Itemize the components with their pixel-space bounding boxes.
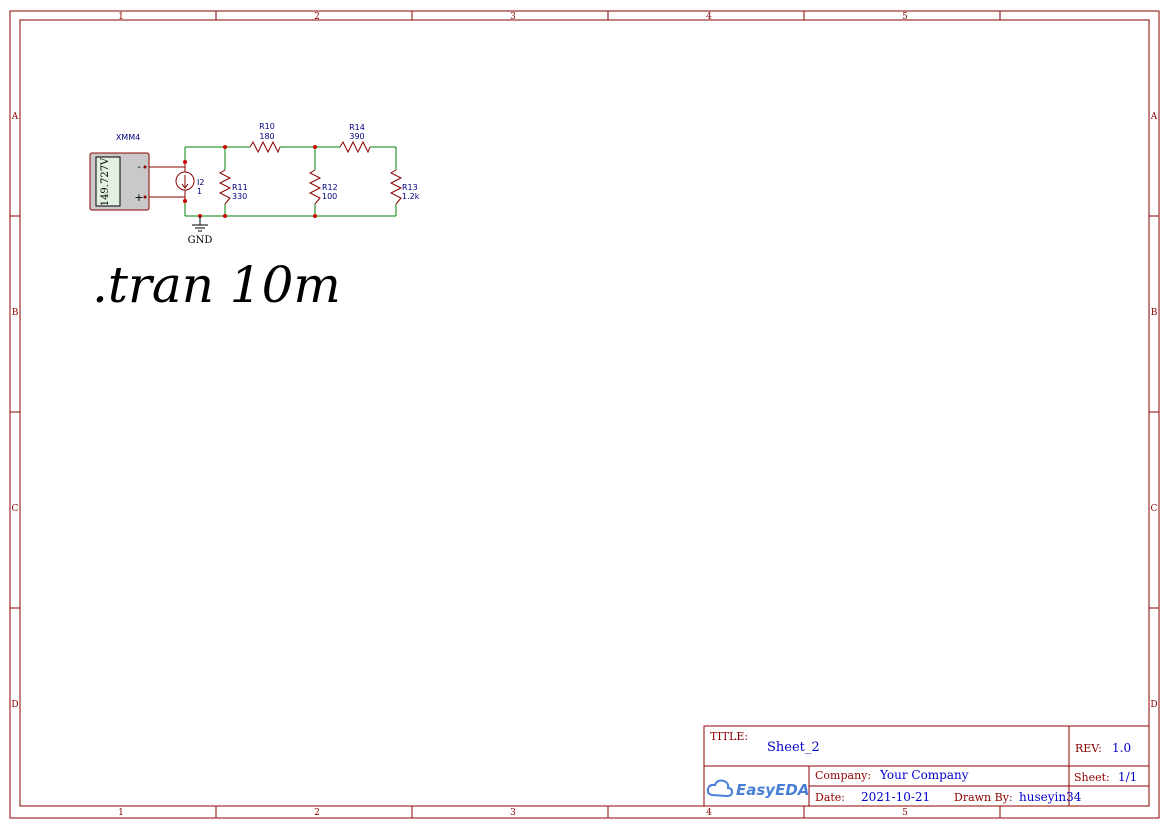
row-label-left-b: B	[12, 308, 19, 318]
r13-value: 1.2k	[402, 192, 420, 201]
row-label-left-d: D	[11, 700, 18, 710]
column-label-bottom-4: 4	[706, 808, 712, 818]
drawn-by-value[interactable]: huseyin34	[1019, 790, 1082, 804]
ground-icon[interactable]	[192, 216, 208, 232]
meter-name[interactable]: XMM4	[116, 133, 140, 142]
r11-value: 330	[232, 192, 247, 201]
sheet-title[interactable]: Sheet_2	[767, 740, 820, 755]
drawn-by-label: Drawn By:	[954, 791, 1013, 804]
column-ticks	[10, 11, 1159, 818]
resistor-r14[interactable]	[339, 140, 371, 154]
multimeter[interactable]	[89, 152, 185, 211]
column-label-bottom-2: 2	[314, 808, 320, 818]
i2-value: 1	[197, 187, 202, 196]
column-label-top-4: 4	[706, 12, 712, 22]
meter-minus-sign: -	[137, 162, 141, 173]
resistor-r13[interactable]	[389, 169, 403, 205]
spice-directive[interactable]: .tran 10m	[92, 256, 341, 314]
company-value[interactable]: Your Company	[879, 768, 969, 782]
r12-name: R12	[322, 183, 338, 192]
column-label-bottom-5: 5	[902, 808, 908, 818]
logo-text: EasyEDA	[736, 781, 809, 799]
column-label-top-1: 1	[118, 12, 124, 22]
title-block-frame	[703, 725, 1150, 807]
outer-frame	[9, 10, 1160, 819]
row-label-right-c: C	[1151, 504, 1158, 514]
rev-label: REV:	[1075, 742, 1102, 755]
r10-name: R10	[259, 122, 275, 131]
r13-name: R13	[402, 183, 418, 192]
i2-name: I2	[197, 178, 204, 187]
row-label-right-a: A	[1150, 112, 1158, 122]
column-label-bottom-1: 1	[118, 808, 124, 818]
junction-dots	[183, 145, 317, 218]
sheet-value[interactable]: 1/1	[1118, 770, 1137, 784]
column-label-top-2: 2	[314, 12, 320, 22]
row-label-left-c: C	[12, 504, 19, 514]
r14-value: 390	[349, 132, 364, 141]
r11-name: R11	[232, 183, 248, 192]
current-source-i2[interactable]	[175, 162, 195, 201]
date-value[interactable]: 2021-10-21	[861, 790, 930, 804]
cloud-icon	[706, 779, 734, 798]
resistor-r11[interactable]	[218, 169, 232, 205]
meter-reading: 149.727V	[100, 157, 111, 206]
row-label-left-a: A	[11, 112, 19, 122]
inner-frame	[19, 19, 1150, 807]
resistor-r12[interactable]	[308, 169, 322, 205]
r12-value: 100	[322, 192, 337, 201]
company-label: Company:	[815, 769, 871, 782]
row-label-right-d: D	[1150, 700, 1157, 710]
column-label-bottom-3: 3	[510, 808, 516, 818]
title-label: TITLE:	[710, 730, 748, 743]
row-label-right-b: B	[1151, 308, 1158, 318]
gnd-label: GND	[188, 235, 213, 246]
column-label-top-3: 3	[510, 12, 516, 22]
rev-value[interactable]: 1.0	[1112, 741, 1131, 755]
date-label: Date:	[815, 791, 845, 804]
easyeda-logo: EasyEDA	[706, 779, 809, 799]
r10-value: 180	[259, 132, 274, 141]
wires	[184, 146, 397, 217]
r14-name: R14	[349, 123, 365, 132]
column-label-top-5: 5	[902, 12, 908, 22]
resistor-r10[interactable]	[249, 140, 281, 154]
meter-plus-sign: +	[134, 191, 143, 204]
sheet-label: Sheet:	[1074, 771, 1110, 784]
